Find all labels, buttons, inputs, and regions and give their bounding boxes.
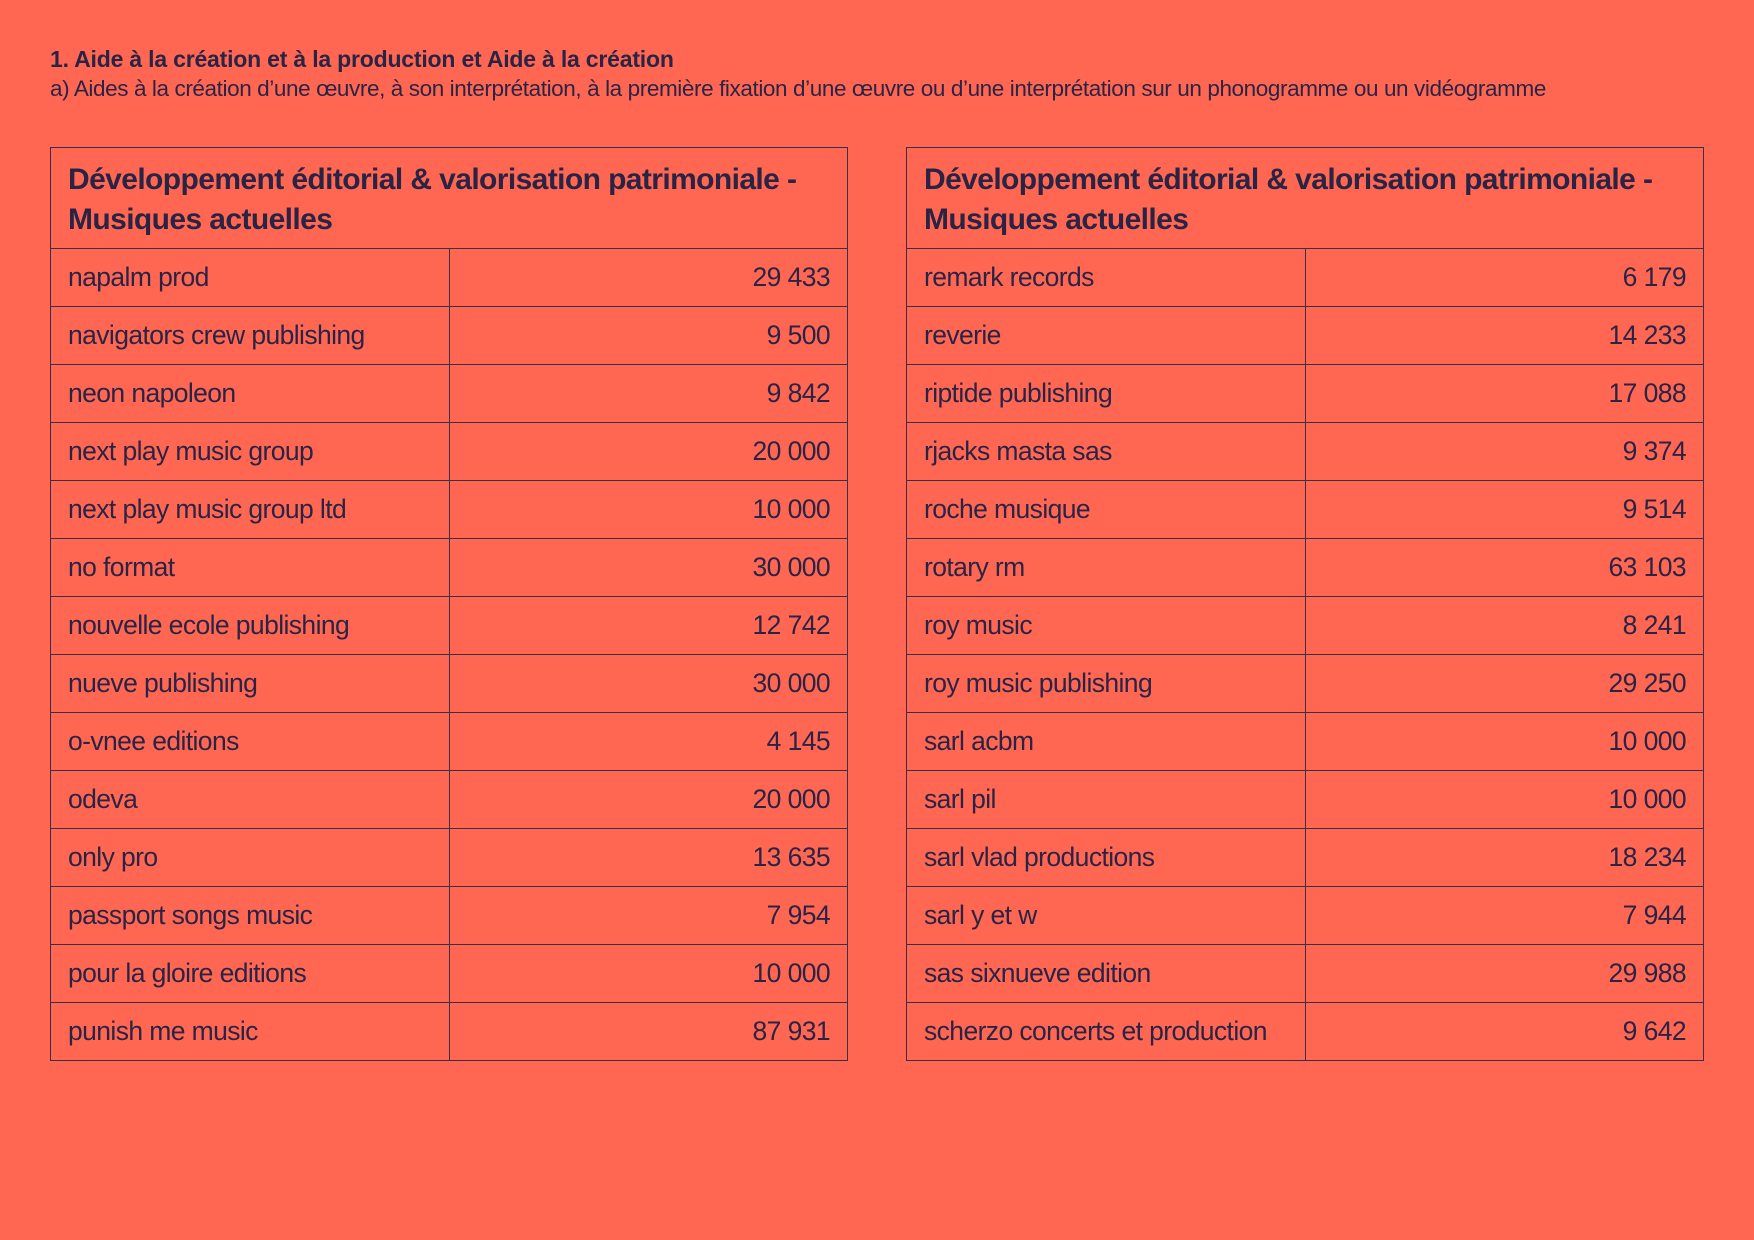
amount-cell: 6 179: [1304, 248, 1704, 307]
grant-table-right: Développement éditorial & valorisation p…: [906, 147, 1704, 1061]
amount-cell: 17 088: [1304, 364, 1704, 423]
page-header: 1. Aide à la création et à la production…: [50, 44, 1710, 104]
recipient-name-cell: sarl y et w: [906, 886, 1306, 945]
section-title: 1. Aide à la création et à la production…: [50, 46, 674, 72]
amount-cell: 9 500: [448, 306, 848, 365]
table-row: sarl acbm 10 000: [906, 712, 1704, 771]
amount-cell: 20 000: [448, 422, 848, 481]
recipient-name-cell: rotary rm: [906, 538, 1306, 597]
table-row: roche musique 9 514: [906, 480, 1704, 539]
table-row: no format 30 000: [50, 538, 848, 597]
amount-cell: 7 944: [1304, 886, 1704, 945]
table-row: navigators crew publishing 9 500: [50, 306, 848, 365]
table-row: next play music group 20 000: [50, 422, 848, 481]
recipient-name-cell: passport songs music: [50, 886, 450, 945]
amount-cell: 10 000: [448, 480, 848, 539]
recipient-name-cell: rjacks masta sas: [906, 422, 1306, 481]
recipient-name-cell: only pro: [50, 828, 450, 887]
table-row: roy music 8 241: [906, 596, 1704, 655]
amount-cell: 9 374: [1304, 422, 1704, 481]
table-body: napalm prod 29 433 navigators crew publish…: [50, 248, 848, 1061]
table-row: rotary rm 63 103: [906, 538, 1704, 597]
table-row: nueve publishing 30 000: [50, 654, 848, 713]
recipient-name-cell: remark records: [906, 248, 1306, 307]
recipient-name-cell: sarl acbm: [906, 712, 1306, 771]
table-row: punish me music 87 931: [50, 1002, 848, 1061]
recipient-name-cell: o-vnee editions: [50, 712, 450, 771]
table-body: remark records 6 179 reverie 14 233 riptide …: [906, 248, 1704, 1061]
recipient-name-cell: sarl vlad productions: [906, 828, 1306, 887]
amount-cell: 30 000: [448, 538, 848, 597]
amount-cell: 10 000: [1304, 712, 1704, 771]
table-title: Développement éditorial & valorisation p…: [906, 147, 1704, 249]
amount-cell: 9 514: [1304, 480, 1704, 539]
table-row: rjacks masta sas 9 374: [906, 422, 1704, 481]
recipient-name-cell: next play music group ltd: [50, 480, 450, 539]
table-title: Développement éditorial & valorisation p…: [50, 147, 848, 249]
amount-cell: 30 000: [448, 654, 848, 713]
recipient-name-cell: nouvelle ecole publishing: [50, 596, 450, 655]
amount-cell: 10 000: [1304, 770, 1704, 829]
recipient-name-cell: neon napoleon: [50, 364, 450, 423]
table-row: sarl vlad productions 18 234: [906, 828, 1704, 887]
amount-cell: 7 954: [448, 886, 848, 945]
table-row: roy music publishing 29 250: [906, 654, 1704, 713]
recipient-name-cell: nueve publishing: [50, 654, 450, 713]
recipient-name-cell: punish me music: [50, 1002, 450, 1061]
table-row: passport songs music 7 954: [50, 886, 848, 945]
table-row: pour la gloire editions 10 000: [50, 944, 848, 1003]
section-subtitle: a) Aides à la création d’une œuvre, à so…: [50, 76, 1546, 101]
amount-cell: 29 433: [448, 248, 848, 307]
recipient-name-cell: next play music group: [50, 422, 450, 481]
recipient-name-cell: sarl pil: [906, 770, 1306, 829]
recipient-name-cell: roy music: [906, 596, 1306, 655]
recipient-name-cell: sas sixnueve edition: [906, 944, 1306, 1003]
amount-cell: 29 988: [1304, 944, 1704, 1003]
amount-cell: 10 000: [448, 944, 848, 1003]
amount-cell: 9 642: [1304, 1002, 1704, 1061]
recipient-name-cell: no format: [50, 538, 450, 597]
amount-cell: 63 103: [1304, 538, 1704, 597]
recipient-name-cell: roche musique: [906, 480, 1306, 539]
table-row: napalm prod 29 433: [50, 248, 848, 307]
table-row: only pro 13 635: [50, 828, 848, 887]
table-header-row: Développement éditorial & valorisation p…: [906, 147, 1704, 249]
table-row: remark records 6 179: [906, 248, 1704, 307]
amount-cell: 29 250: [1304, 654, 1704, 713]
table-row: o-vnee editions 4 145: [50, 712, 848, 771]
amount-cell: 13 635: [448, 828, 848, 887]
table-row: neon napoleon 9 842: [50, 364, 848, 423]
table-header-row: Développement éditorial & valorisation p…: [50, 147, 848, 249]
recipient-name-cell: roy music publishing: [906, 654, 1306, 713]
amount-cell: 9 842: [448, 364, 848, 423]
recipient-name-cell: scherzo concerts et production: [906, 1002, 1306, 1061]
table-row: reverie 14 233: [906, 306, 1704, 365]
table-row: nouvelle ecole publishing 12 742: [50, 596, 848, 655]
recipient-name-cell: riptide publishing: [906, 364, 1306, 423]
recipient-name-cell: navigators crew publishing: [50, 306, 450, 365]
tables-container: Développement éditorial & valorisation p…: [50, 147, 1704, 1061]
table-row: next play music group ltd 10 000: [50, 480, 848, 539]
recipient-name-cell: napalm prod: [50, 248, 450, 307]
amount-cell: 20 000: [448, 770, 848, 829]
grant-table-left: Développement éditorial & valorisation p…: [50, 147, 848, 1061]
table-row: odeva 20 000: [50, 770, 848, 829]
amount-cell: 14 233: [1304, 306, 1704, 365]
recipient-name-cell: pour la gloire editions: [50, 944, 450, 1003]
amount-cell: 18 234: [1304, 828, 1704, 887]
recipient-name-cell: odeva: [50, 770, 450, 829]
table-row: riptide publishing 17 088: [906, 364, 1704, 423]
amount-cell: 12 742: [448, 596, 848, 655]
amount-cell: 87 931: [448, 1002, 848, 1061]
amount-cell: 4 145: [448, 712, 848, 771]
table-row: sas sixnueve edition 29 988: [906, 944, 1704, 1003]
table-row: scherzo concerts et production 9 642: [906, 1002, 1704, 1061]
recipient-name-cell: reverie: [906, 306, 1306, 365]
table-row: sarl pil 10 000: [906, 770, 1704, 829]
amount-cell: 8 241: [1304, 596, 1704, 655]
